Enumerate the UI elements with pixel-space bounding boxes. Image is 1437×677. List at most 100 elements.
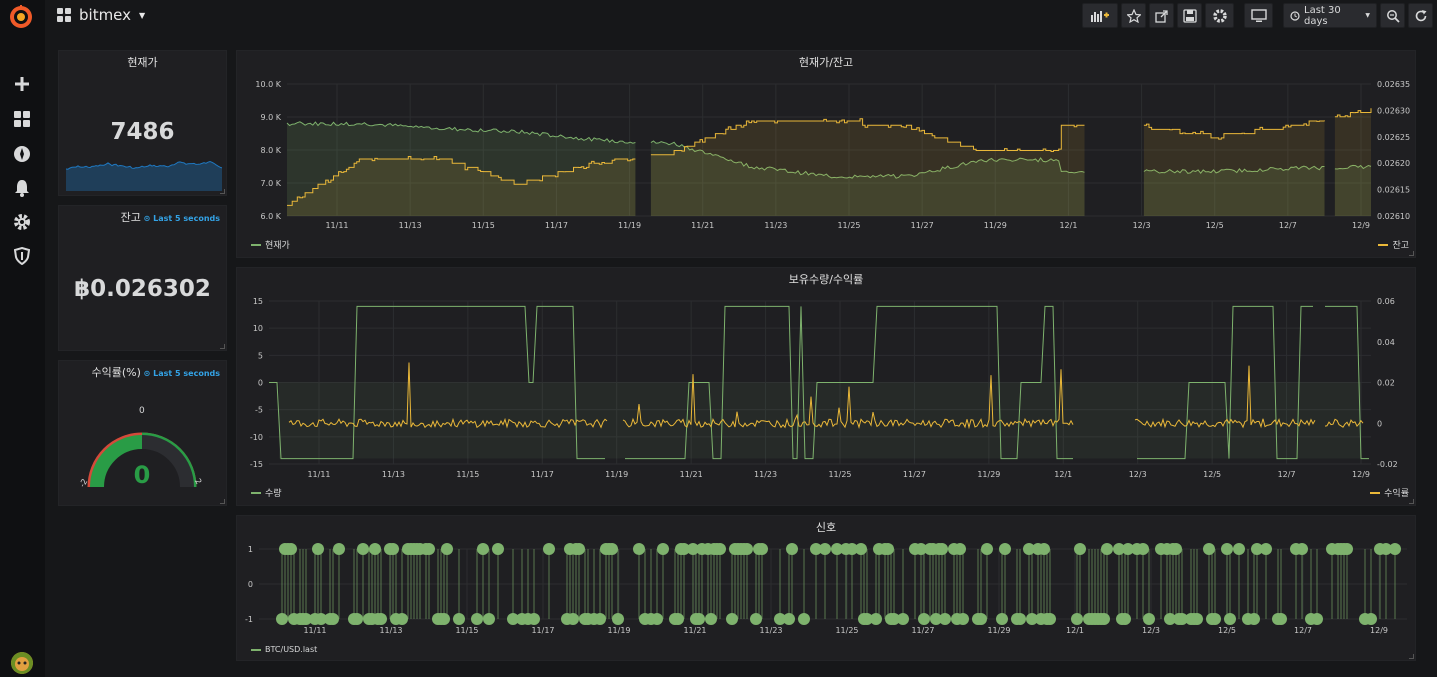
legend-item-profit[interactable]: 수익률 (1370, 486, 1409, 499)
signal-point (1389, 543, 1401, 555)
user-avatar[interactable] (11, 652, 33, 674)
resize-handle[interactable] (220, 499, 225, 504)
dashboard-picker[interactable]: bitmex ▼ (57, 6, 145, 24)
cycle-view-mode-button[interactable] (1244, 3, 1273, 28)
grafana-logo-icon[interactable] (8, 4, 34, 30)
plus-icon[interactable] (11, 73, 33, 95)
graph-panel-qty-profit[interactable]: 보유수량/수익률 15 10 5 0 -5 -10 -15 0.06 0.04 0.02 0 -0.0… (236, 267, 1416, 506)
panel-title: 신호 (815, 521, 837, 534)
price-balance-chart: 10.0 K 9.0 K 8.0 K 7.0 K 6.0 K 0.02635 0.02630… (255, 80, 1410, 230)
explore-compass-icon[interactable] (11, 143, 33, 165)
signal-point (312, 543, 324, 555)
x-tick-label: 11/27 (911, 221, 934, 230)
configuration-gear-icon[interactable] (11, 211, 33, 233)
time-info-badge: Last 5 seconds (153, 214, 220, 223)
caret-down-icon: ▼ (139, 10, 146, 20)
x-tick-label: 12/9 (1352, 470, 1370, 479)
save-dashboard-button[interactable] (1177, 3, 1202, 28)
panel-title: 현재가/잔고 (798, 56, 854, 69)
signal-point (846, 543, 858, 555)
signal-point (657, 543, 669, 555)
signal-point (375, 613, 387, 625)
legend-item-balance[interactable]: 잔고 (1378, 238, 1409, 251)
legend-item-price[interactable]: 현재가 (251, 238, 290, 251)
y-tick-label-left: 7.0 K (260, 179, 281, 188)
legend-item-signal[interactable]: BTC/USD.last (251, 645, 317, 654)
x-tick-label: 12/7 (1278, 470, 1296, 479)
signal-point (1098, 613, 1110, 625)
signal-point (1038, 543, 1050, 555)
add-panel-button[interactable] (1082, 3, 1118, 28)
signal-point (1101, 543, 1113, 555)
x-tick-label: 11/19 (605, 470, 628, 479)
signal-point (1137, 543, 1149, 555)
signal-point (882, 543, 894, 555)
legend-label: 수량 (265, 489, 282, 499)
legend-label: 잔고 (1392, 241, 1409, 251)
x-tick-label: 12/1 (1066, 626, 1084, 635)
signal-point (1209, 613, 1221, 625)
time-range-picker[interactable]: Last 30 days ▼ (1283, 3, 1377, 28)
refresh-icon (1414, 9, 1428, 23)
signal-point (726, 613, 738, 625)
panel-title-row: 수익률(%) ⊙ Last 5 seconds (59, 364, 226, 380)
dashboards-icon[interactable] (11, 108, 33, 130)
stat-panel-price[interactable]: 현재가 7486 (58, 50, 227, 196)
signal-point (396, 613, 408, 625)
share-dashboard-button[interactable] (1149, 3, 1174, 28)
y-tick-label-right: 0.02635 (1377, 80, 1410, 89)
x-tick-label: 12/1 (1059, 221, 1077, 230)
signal-point (285, 543, 297, 555)
signal-point (693, 613, 705, 625)
resize-handle[interactable] (1409, 499, 1414, 504)
x-tick-label: 11/13 (379, 626, 402, 635)
price-line (286, 121, 636, 144)
sparkline (66, 160, 222, 191)
refresh-button[interactable] (1408, 3, 1433, 28)
signal-point (741, 543, 753, 555)
y-tick-label-right: 0.02610 (1377, 212, 1410, 221)
gauge-value: 0 (134, 461, 151, 489)
balance-line (650, 118, 1085, 156)
admin-shield-icon[interactable] (11, 245, 33, 267)
x-tick-label: 12/9 (1352, 221, 1370, 230)
x-tick-label: 11/19 (618, 221, 641, 230)
resize-handle[interactable] (1409, 654, 1414, 659)
star-icon (1126, 8, 1141, 23)
resize-handle[interactable] (220, 189, 225, 194)
signal-point (705, 613, 717, 625)
signal-point (1275, 613, 1287, 625)
x-tick-label: 11/17 (531, 470, 554, 479)
dashboard-settings-button[interactable] (1205, 3, 1234, 28)
y-tick-label-left: 15 (253, 297, 263, 306)
x-tick-label: 11/15 (455, 626, 478, 635)
gauge-threshold-arc-green (141, 432, 197, 488)
signal-point (1248, 613, 1260, 625)
resize-handle[interactable] (220, 344, 225, 349)
graph-panel-price-balance[interactable]: 현재가/잔고 10.0 K 9.0 K 8.0 K 7.0 K 6.0 K 0.02635… (236, 50, 1416, 258)
signal-point (870, 613, 882, 625)
alerting-bell-icon[interactable] (11, 177, 33, 199)
signal-point (1170, 543, 1182, 555)
x-tick-label: 12/5 (1218, 626, 1236, 635)
signal-point (888, 613, 900, 625)
y-tick-label-left: 10 (253, 324, 263, 333)
signal-point (1311, 613, 1323, 625)
signal-point (1224, 613, 1236, 625)
resize-handle[interactable] (1409, 251, 1414, 256)
star-dashboard-button[interactable] (1121, 3, 1146, 28)
graph-panel-signal[interactable]: 신호 1 0 -1 11/11 11/13 11/15 11/17 11/19 11/21 11/… (236, 515, 1416, 661)
y-tick-label-left: -10 (250, 433, 263, 442)
signal-point (855, 543, 867, 555)
gauge-panel-profit[interactable]: 수익률(%) ⊙ Last 5 seconds 0 -2 2 0 (58, 360, 227, 506)
signal-point (1260, 543, 1272, 555)
signal-point (1014, 613, 1026, 625)
signal-point (606, 543, 618, 555)
stat-panel-balance[interactable]: 잔고 ⊙ Last 5 seconds ฿0.026302 (58, 205, 227, 351)
signal-point (333, 543, 345, 555)
price-line (650, 140, 1085, 179)
legend-item-qty[interactable]: 수량 (251, 486, 282, 499)
signal-point (1191, 613, 1203, 625)
balance-area (1334, 108, 1371, 216)
zoom-out-button[interactable] (1380, 3, 1405, 28)
